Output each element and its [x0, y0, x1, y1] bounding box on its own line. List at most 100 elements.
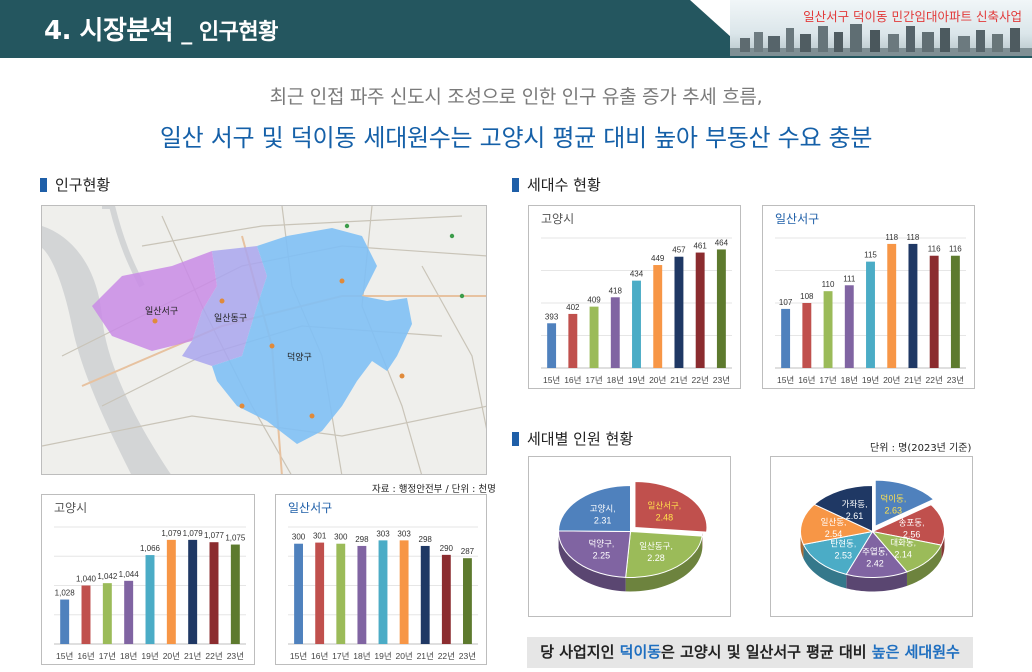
bar-data-label: 457 — [672, 246, 686, 255]
x-tick-label: 16년 — [311, 651, 328, 661]
bar — [844, 285, 854, 368]
goyang-district-map: 일산서구 일산동구 덕양구 — [41, 205, 487, 475]
bar — [399, 540, 409, 644]
conclusion-middle: 은 고양시 및 일산서구 평균 대비 — [661, 643, 872, 661]
pie-slice-label: 고양시, — [590, 503, 616, 513]
bar — [166, 539, 176, 644]
unit-note: 단위 : 명(2023년 기준) — [870, 443, 972, 454]
bar — [378, 540, 388, 644]
ilsandong-region — [182, 246, 267, 366]
x-tick-label: 18년 — [120, 651, 137, 661]
pie-slice-value: 2.53 — [835, 551, 853, 561]
x-tick-label: 20년 — [163, 651, 180, 661]
bar — [589, 306, 599, 368]
bar-data-label: 107 — [779, 298, 793, 307]
x-tick-label: 15년 — [543, 375, 560, 385]
bar — [547, 323, 557, 368]
pie-slice-label: 일산서구, — [648, 501, 682, 511]
bar-data-label: 1,028 — [55, 589, 76, 598]
bar — [124, 580, 134, 644]
x-tick-label: 17년 — [332, 651, 349, 661]
members-ilsanseo-pie: 덕이동, 2.63 송포동, 2.56 대화동, 2.14 주엽동, 2.42 탄현동, 2.53… — [770, 456, 973, 617]
pie-slice-value: 2.14 — [894, 550, 912, 560]
x-tick-label: 15년 — [290, 651, 307, 661]
bar-data-label: 418 — [609, 286, 623, 295]
bar — [336, 543, 346, 644]
bar — [610, 297, 620, 368]
bar — [802, 303, 812, 368]
bar-data-label: 287 — [461, 547, 475, 556]
bar-data-label: 300 — [334, 533, 348, 542]
x-tick-label: 22년 — [692, 375, 709, 385]
bar — [230, 544, 240, 644]
river-shape — [42, 226, 171, 474]
x-tick-label: 21년 — [670, 375, 687, 385]
main-headline: 일산 서구 및 덕이동 세대원수는 고양시 평균 대비 높아 부동산 수요 충분 — [159, 124, 873, 152]
pie-slice-label: 일산동구, — [639, 541, 673, 551]
x-tick-label: 19년 — [628, 375, 645, 385]
bar — [568, 313, 578, 368]
x-tick-label: 19년 — [862, 375, 879, 385]
section-title-households-text: 세대수 현황 — [527, 176, 601, 194]
map-label-ilsandong: 일산동구 — [214, 313, 247, 323]
bar-data-label: 449 — [651, 254, 665, 263]
pie-slice-label: 대화동, — [890, 538, 916, 548]
x-tick-label: 16년 — [77, 651, 94, 661]
pie-slice-value: 2.25 — [593, 551, 611, 561]
skyline-image — [730, 24, 1032, 56]
pie-slice-side — [625, 536, 703, 592]
x-tick-label: 16년 — [798, 375, 815, 385]
bar-data-label: 464 — [715, 238, 729, 247]
x-tick-label: 22년 — [438, 651, 455, 661]
sub-headline: 최근 인접 파주 신도시 조성으로 인한 인구 유출 증가 추세 흐름, — [269, 86, 763, 108]
pie-slice-value: 2.31 — [594, 515, 612, 525]
bar-data-label: 110 — [822, 280, 835, 289]
bar-data-label: 434 — [630, 270, 644, 279]
page-title-sub: _ 인구현황 — [181, 20, 278, 45]
conclusion-highlight-deoki: 덕이동 — [619, 643, 662, 661]
chart-title: 일산서구 — [288, 501, 333, 515]
bar-data-label: 1,042 — [97, 572, 118, 581]
chart-title: 고양시 — [54, 501, 88, 515]
bar-data-label: 1,077 — [204, 531, 225, 540]
x-tick-label: 17년 — [585, 375, 602, 385]
x-tick-label: 23년 — [713, 375, 730, 385]
bar-data-label: 298 — [355, 535, 369, 544]
pie-slice-side — [906, 545, 942, 586]
pie-slice-label: 송포동, — [899, 517, 925, 527]
bar-data-label: 116 — [928, 245, 941, 254]
pie-slice-value: 2.48 — [656, 513, 674, 523]
population-goyang-chart: 1,028 15년 1,040 16년 1,042 17년 1,044 18년 1,066 19년… — [41, 494, 255, 665]
bar-data-label: 1,044 — [119, 570, 140, 579]
x-tick-label: 19년 — [374, 651, 391, 661]
deogyang-region — [212, 228, 412, 444]
pie-slice — [557, 484, 631, 533]
bar — [294, 543, 303, 644]
header-divider — [0, 56, 1032, 58]
bar — [950, 255, 960, 368]
bar-data-label: 303 — [397, 529, 411, 538]
bar-data-label: 393 — [545, 312, 559, 321]
pie-slice — [813, 484, 873, 533]
bar — [866, 261, 875, 368]
conclusion-banner: 당 사업지인 덕이동은 고양시 및 일산서구 평균 대비 높은 세대원수 — [527, 637, 973, 668]
bar — [188, 539, 198, 644]
bar-data-label: 1,066 — [140, 544, 161, 553]
bar — [81, 585, 91, 644]
pie-slice-value: 2.42 — [866, 559, 884, 569]
x-tick-label: 18년 — [841, 375, 858, 385]
map-image: 일산서구 일산동구 덕양구 — [42, 206, 486, 474]
pie-slice-value: 2.56 — [903, 529, 921, 539]
header-skyline-banner: 일산서구 덕이동 민간임대아파트 신축사업 — [730, 0, 1032, 56]
members-goyang-pie: 일산서구, 2.48 일산동구, 2.28 덕양구, 2.25 고양시, 2.31 — [528, 456, 731, 617]
bar-data-label: 1,079 — [161, 529, 182, 538]
x-tick-label: 21년 — [417, 651, 434, 661]
bar-data-label: 298 — [419, 535, 433, 544]
ilsanseo-region — [92, 251, 217, 351]
x-tick-label: 17년 — [819, 375, 836, 385]
bar — [632, 280, 641, 368]
pie-slice-value: 2.28 — [647, 553, 665, 563]
bar — [695, 252, 705, 368]
bar — [441, 554, 451, 644]
